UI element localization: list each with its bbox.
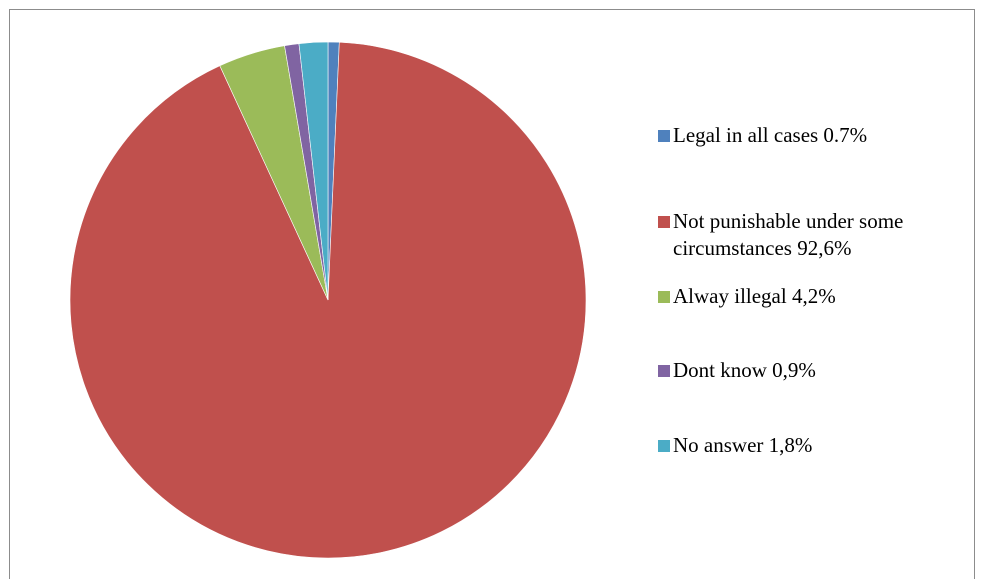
legend-label: No answer 1,8% [673,432,973,459]
legend-item-not-punishable: Not punishable under some circumstances … [658,208,973,262]
legend-swatch [658,291,670,303]
legend-item-legal-in-all-cases: Legal in all cases 0.7% [658,122,973,149]
legend-swatch [658,216,670,228]
legend-item-dont-know: Dont know 0,9% [658,357,973,384]
legend-swatch [658,365,670,377]
legend-label: Not punishable under some circumstances … [673,208,973,262]
legend-item-alway-illegal: Alway illegal 4,2% [658,283,973,310]
legend-label: Alway illegal 4,2% [673,283,973,310]
legend-swatch [658,130,670,142]
legend-item-no-answer: No answer 1,8% [658,432,973,459]
legend-label: Legal in all cases 0.7% [673,122,973,149]
chart-area: Legal in all cases 0.7% Not punishable u… [9,9,975,579]
legend-label: Dont know 0,9% [673,357,973,384]
legend-swatch [658,440,670,452]
